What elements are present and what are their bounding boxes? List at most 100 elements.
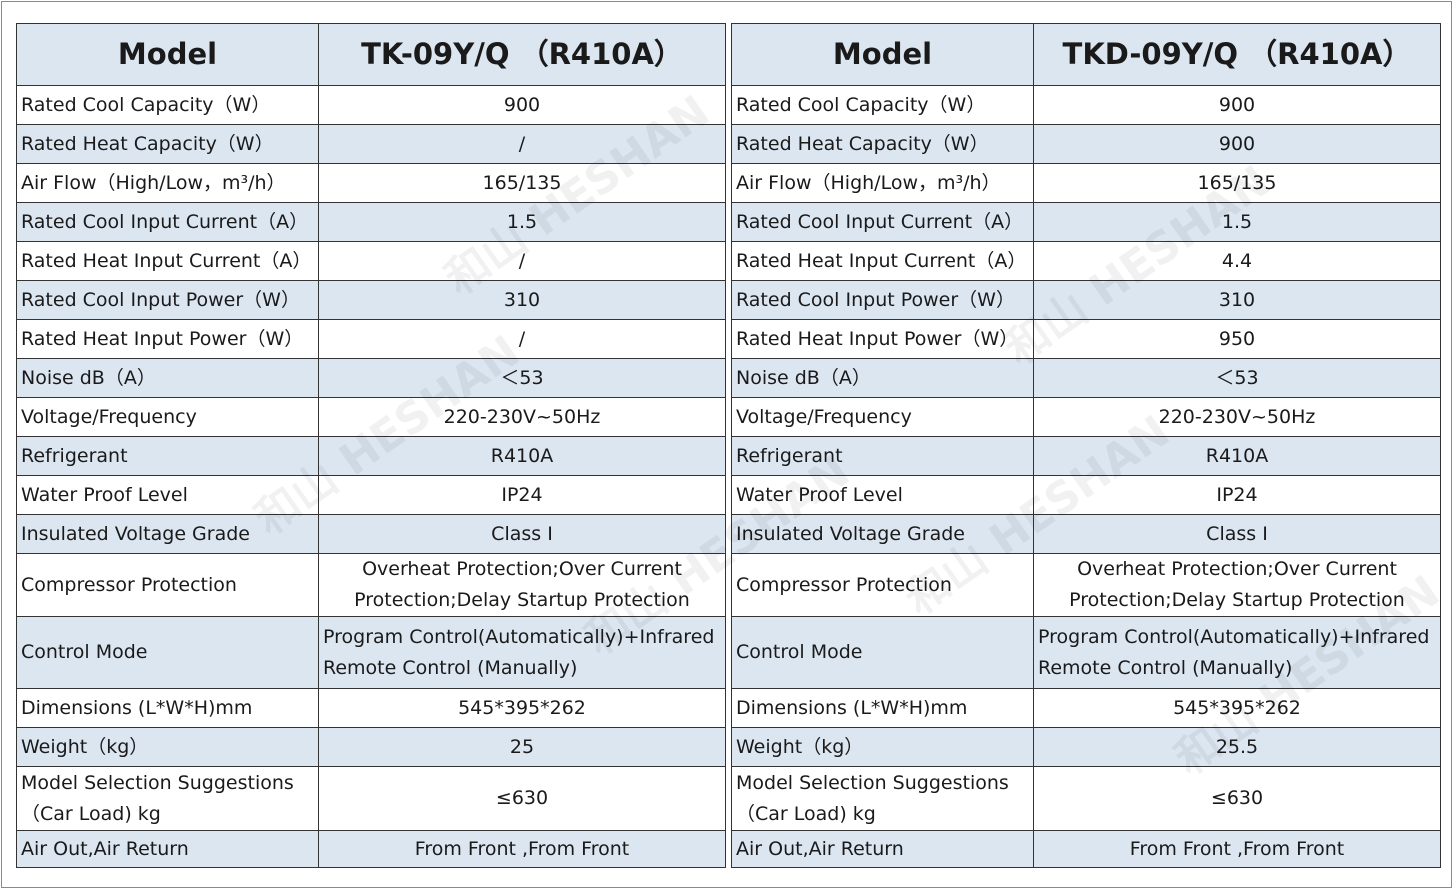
row-label: Compressor Protection	[16, 553, 319, 617]
row-label: Rated Heat Input Current（A）	[16, 241, 319, 281]
row-label: Rated Heat Capacity（W）	[731, 124, 1034, 164]
table-row: Noise dB（A） ＜53	[731, 358, 1441, 398]
row-label: Insulated Voltage Grade	[731, 514, 1034, 554]
row-value: 1.5	[318, 202, 726, 242]
row-value: R410A	[1033, 436, 1441, 476]
row-value: 310	[318, 280, 726, 320]
row-value: /	[318, 319, 726, 359]
table-row: Rated Heat Capacity（W） 900	[731, 124, 1441, 164]
row-value: From Front ,From Front	[1033, 830, 1441, 868]
table-row: Noise dB（A） ＜53	[16, 358, 726, 398]
row-label: Air Flow（High/Low，m³/h）	[731, 163, 1034, 203]
row-label: Dimensions (L*W*H)mm	[16, 688, 319, 728]
row-value: 545*395*262	[318, 688, 726, 728]
table-row: Control Mode Program Control(Automaticall…	[731, 616, 1441, 689]
row-label: Water Proof Level	[16, 475, 319, 515]
row-label: Control Mode	[16, 616, 319, 689]
header-model-label: Model	[16, 23, 319, 86]
row-value: 25	[318, 727, 726, 767]
row-value: 220-230V~50Hz	[1033, 397, 1441, 437]
row-label: Rated Heat Input Power（W）	[16, 319, 319, 359]
table-row: Air Flow（High/Low，m³/h） 165/135	[16, 163, 726, 203]
header-row: Model TK-09Y/Q （R410A）	[16, 23, 726, 86]
row-label: Rated Cool Capacity（W）	[16, 85, 319, 125]
table-row: Rated Heat Input Power（W） /	[16, 319, 726, 359]
row-label: Air Out,Air Return	[16, 830, 319, 868]
row-label: Voltage/Frequency	[16, 397, 319, 437]
table-row: Control Mode Program Control(Automaticall…	[16, 616, 726, 689]
row-value: 4.4	[1033, 241, 1441, 281]
row-value: Program Control(Automatically)+Infrared …	[1033, 616, 1441, 689]
table-row: Rated Heat Input Current（A） 4.4	[731, 241, 1441, 281]
table-row: Air Flow（High/Low，m³/h） 165/135	[731, 163, 1441, 203]
row-value: 900	[1033, 124, 1441, 164]
row-value: 310	[1033, 280, 1441, 320]
table-row: Rated Cool Input Power（W） 310	[731, 280, 1441, 320]
row-label: Insulated Voltage Grade	[16, 514, 319, 554]
row-label: Air Out,Air Return	[731, 830, 1034, 868]
table-row: Air Out,Air Return From Front ,From Front	[16, 830, 726, 868]
header-model-name: TKD-09Y/Q （R410A）	[1033, 23, 1441, 86]
table-row: Model Selection Suggestions（Car Load) kg…	[731, 766, 1441, 831]
table-row: Dimensions (L*W*H)mm 545*395*262	[16, 688, 726, 728]
table-row: Rated Cool Input Current（A） 1.5	[16, 202, 726, 242]
row-label: Model Selection Suggestions（Car Load) kg	[731, 766, 1034, 831]
row-value: Overheat Protection;Over Current Protect…	[318, 553, 726, 617]
table-row: Compressor Protection Overheat Protection…	[731, 553, 1441, 617]
row-value: 1.5	[1033, 202, 1441, 242]
table-row: Water Proof Level IP24	[16, 475, 726, 515]
row-label: Air Flow（High/Low，m³/h）	[16, 163, 319, 203]
row-label: Refrigerant	[16, 436, 319, 476]
table-row: Rated Cool Input Power（W） 310	[16, 280, 726, 320]
row-label: Refrigerant	[731, 436, 1034, 476]
row-label: Compressor Protection	[731, 553, 1034, 617]
spec-table-left: Model TK-09Y/Q （R410A） Rated Cool Capaci…	[16, 23, 726, 868]
row-value: Class I	[1033, 514, 1441, 554]
row-label: Weight（kg）	[731, 727, 1034, 767]
row-value: /	[318, 241, 726, 281]
row-label: Dimensions (L*W*H)mm	[731, 688, 1034, 728]
row-value: Program Control(Automatically)+Infrared …	[318, 616, 726, 689]
table-row: Rated Heat Capacity（W） /	[16, 124, 726, 164]
row-value: ≤630	[318, 766, 726, 831]
table-row: Refrigerant R410A	[731, 436, 1441, 476]
row-value: 545*395*262	[1033, 688, 1441, 728]
row-value: 900	[1033, 85, 1441, 125]
row-value: From Front ,From Front	[318, 830, 726, 868]
table-row: Rated Cool Capacity（W） 900	[16, 85, 726, 125]
row-value: ≤630	[1033, 766, 1441, 831]
row-label: Rated Cool Input Power（W）	[731, 280, 1034, 320]
row-value: 25.5	[1033, 727, 1441, 767]
row-label: Rated Cool Input Power（W）	[16, 280, 319, 320]
table-row: Rated Cool Input Current（A） 1.5	[731, 202, 1441, 242]
table-row: Dimensions (L*W*H)mm 545*395*262	[731, 688, 1441, 728]
row-value: 165/135	[318, 163, 726, 203]
table-row: Air Out,Air Return From Front ,From Front	[731, 830, 1441, 868]
row-value: IP24	[318, 475, 726, 515]
row-value: IP24	[1033, 475, 1441, 515]
table-row: Weight（kg） 25.5	[731, 727, 1441, 767]
row-label: Noise dB（A）	[16, 358, 319, 398]
table-row: Water Proof Level IP24	[731, 475, 1441, 515]
row-label: Noise dB（A）	[731, 358, 1034, 398]
table-row: Rated Heat Input Current（A） /	[16, 241, 726, 281]
row-value: 220-230V~50Hz	[318, 397, 726, 437]
table-row: Insulated Voltage Grade Class I	[731, 514, 1441, 554]
row-value: 950	[1033, 319, 1441, 359]
spec-table-right: Model TKD-09Y/Q （R410A） Rated Cool Capac…	[731, 23, 1441, 868]
table-row: Voltage/Frequency 220-230V~50Hz	[16, 397, 726, 437]
row-value: Overheat Protection;Over Current Protect…	[1033, 553, 1441, 617]
row-label: Rated Heat Input Power（W）	[731, 319, 1034, 359]
table-row: Refrigerant R410A	[16, 436, 726, 476]
row-value: Class I	[318, 514, 726, 554]
row-label: Rated Cool Capacity（W）	[731, 85, 1034, 125]
row-label: Water Proof Level	[731, 475, 1034, 515]
table-row: Voltage/Frequency 220-230V~50Hz	[731, 397, 1441, 437]
row-value: /	[318, 124, 726, 164]
row-value: ＜53	[1033, 358, 1441, 398]
row-label: Rated Cool Input Current（A）	[16, 202, 319, 242]
row-label: Rated Heat Input Current（A）	[731, 241, 1034, 281]
row-label: Voltage/Frequency	[731, 397, 1034, 437]
table-row: Insulated Voltage Grade Class I	[16, 514, 726, 554]
